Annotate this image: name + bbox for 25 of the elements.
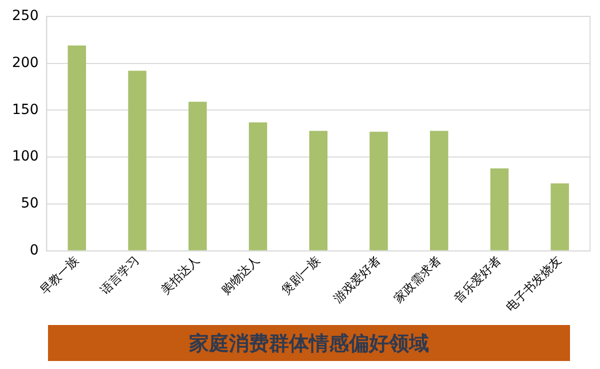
bar <box>370 132 388 250</box>
bar <box>550 183 569 250</box>
bar <box>430 130 448 250</box>
y-tick-label: 150 <box>12 102 39 118</box>
bar <box>248 122 268 250</box>
bar <box>188 102 207 250</box>
y-tick-label: 100 <box>12 148 39 165</box>
y-tick-label: 250 <box>12 8 39 24</box>
bar <box>490 168 509 250</box>
x-tick-label: 电子书发烧友 <box>503 253 564 314</box>
y-tick-label: 50 <box>20 196 39 212</box>
text: 家庭消费群体情感偏好领域 <box>48 325 570 361</box>
x-tick-label: 音乐爱好者 <box>451 253 504 306</box>
x-tick-label: 购物达人 <box>218 253 262 298</box>
bar <box>309 130 328 250</box>
x-tick-label: 家政需求者 <box>391 253 444 306</box>
y-tick-label: 200 <box>12 54 39 71</box>
bar <box>128 70 146 250</box>
x-tick-label: 煲剧一族 <box>278 253 323 298</box>
x-tick-label: 语言学习 <box>98 253 142 298</box>
x-tick-label: 美拍达人 <box>158 253 202 298</box>
y-tick-label: 0 <box>30 242 39 259</box>
bar <box>68 45 86 250</box>
x-tick-label: 游戏爱好者 <box>330 253 384 306</box>
x-tick-label: 早教一族 <box>37 253 82 298</box>
